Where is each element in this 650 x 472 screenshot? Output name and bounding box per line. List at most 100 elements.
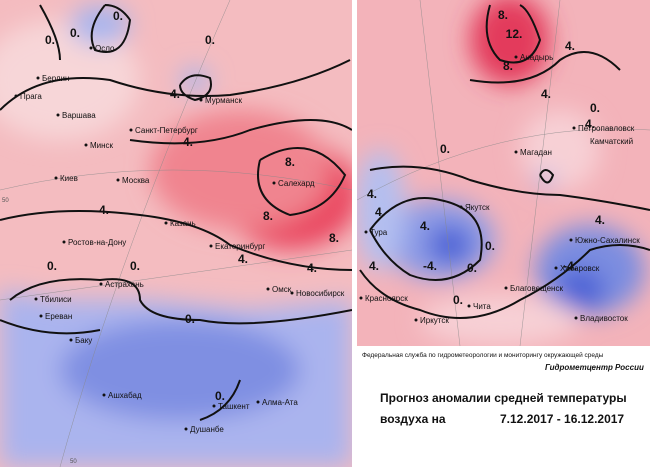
city-dot [164, 221, 168, 225]
city-label: Красноярск [365, 294, 408, 303]
contour-label: 0. [467, 261, 477, 275]
city-label: Омск [272, 285, 292, 294]
city-label: Берлин [42, 74, 69, 83]
city-label: Прага [20, 92, 42, 101]
city-label: Анадырь [520, 53, 553, 62]
city-dot [184, 427, 188, 431]
period-prefix: воздуха на [380, 412, 446, 426]
contour-label: 4. [585, 117, 595, 131]
center: Гидрометцентр России [545, 363, 644, 372]
city-label: Мурманск [205, 96, 242, 105]
city-label: Астрахань [105, 280, 144, 289]
contour-label: 4. [375, 205, 385, 219]
city-dot [266, 287, 270, 291]
city-dot [116, 178, 120, 182]
city-dot [574, 316, 578, 320]
city-dot [199, 98, 203, 102]
city-dot [56, 113, 60, 117]
city-label: Тура [370, 228, 388, 237]
contour-label: 4. [307, 261, 317, 275]
city-label: Ташкент [218, 402, 250, 411]
contour-label: 0. [215, 389, 225, 403]
city-label: Салехард [278, 179, 315, 188]
city-dot [504, 286, 508, 290]
agency: Федеральная служба по гидрометеорологии … [362, 351, 604, 359]
city-label: Осло [95, 44, 115, 53]
contour-label: 0. [185, 312, 195, 326]
contour-label: 4. [369, 259, 379, 273]
city-dot [414, 318, 418, 322]
contour-label: 8. [285, 155, 295, 169]
contour-label: 0. [590, 101, 600, 115]
contour-label: 0. [205, 33, 215, 47]
contour-label: -4. [423, 259, 437, 273]
contour-label: 0. [70, 26, 80, 40]
contour-label: 4. [99, 203, 109, 217]
city-label: Москва [122, 176, 150, 185]
city-dot [290, 291, 294, 295]
city-label: Благовещенск [510, 284, 563, 293]
city-dot [34, 297, 38, 301]
grid-label: 50 [2, 198, 9, 204]
city-dot [256, 400, 260, 404]
city-dot [272, 181, 276, 185]
city-label: Екатеринбург [215, 242, 265, 251]
contour-label: 8. [498, 8, 508, 22]
city-dot [36, 76, 40, 80]
city-label: Иркутск [420, 316, 449, 325]
city-label: Тбилиси [40, 295, 72, 304]
city-label: Чита [473, 302, 491, 311]
city-label: Ростов-на-Дону [68, 238, 126, 247]
city-dot [569, 238, 573, 242]
contour-label: 4. [565, 39, 575, 53]
city-label: Киев [60, 174, 78, 183]
contour-label: 4. [541, 87, 551, 101]
contour-label: 8. [263, 209, 273, 223]
contour-label: 8. [503, 59, 513, 73]
city-label: Якутск [465, 203, 490, 212]
contour-label: 0. [453, 293, 463, 307]
city-label: Казань [170, 219, 196, 228]
city-label: Минск [90, 141, 114, 150]
contour-label: 4. [170, 87, 180, 101]
city-dot [467, 304, 471, 308]
city-dot [212, 404, 216, 408]
city-label: Душанбе [190, 425, 224, 434]
city-dot [209, 244, 213, 248]
city-label: Петропавловск [578, 124, 635, 133]
city-label: Камчатский [590, 137, 633, 146]
city-dot [514, 150, 518, 154]
contour-label: 0. [113, 9, 123, 23]
city-dot [359, 296, 363, 300]
city-dot [14, 94, 18, 98]
city-label: Новосибирск [296, 289, 345, 298]
city-label: Варшава [62, 111, 96, 120]
city-label: Владивосток [580, 314, 628, 323]
city-dot [62, 240, 66, 244]
contour-label: 4. [367, 187, 377, 201]
city-label: Ашхабад [108, 391, 142, 400]
city-dot [514, 55, 518, 59]
contour-label: 4. [238, 252, 248, 266]
city-dot [84, 143, 88, 147]
contour-label: 4. [183, 135, 193, 149]
city-dot [69, 338, 73, 342]
city-dot [459, 205, 463, 209]
contour-label: 0. [485, 239, 495, 253]
city-label: Хабаровск [560, 264, 600, 273]
city-label: Баку [75, 336, 92, 345]
contour-label: -4. [563, 259, 577, 273]
city-label: Санкт-Петербург [135, 126, 198, 135]
city-dot [129, 128, 133, 132]
city-dot [572, 126, 576, 130]
contour-label: 12. [506, 27, 523, 41]
forecast-title: Прогноз аномалии средней температуры [380, 391, 627, 405]
city-label: Ереван [45, 312, 72, 321]
city-label: Южно-Сахалинск [575, 236, 640, 245]
contour-label: 0. [45, 33, 55, 47]
contour-label: 4. [420, 219, 430, 233]
city-label: Магадан [520, 148, 552, 157]
contour-label: 4. [595, 213, 605, 227]
contour-label: 0. [47, 259, 57, 273]
